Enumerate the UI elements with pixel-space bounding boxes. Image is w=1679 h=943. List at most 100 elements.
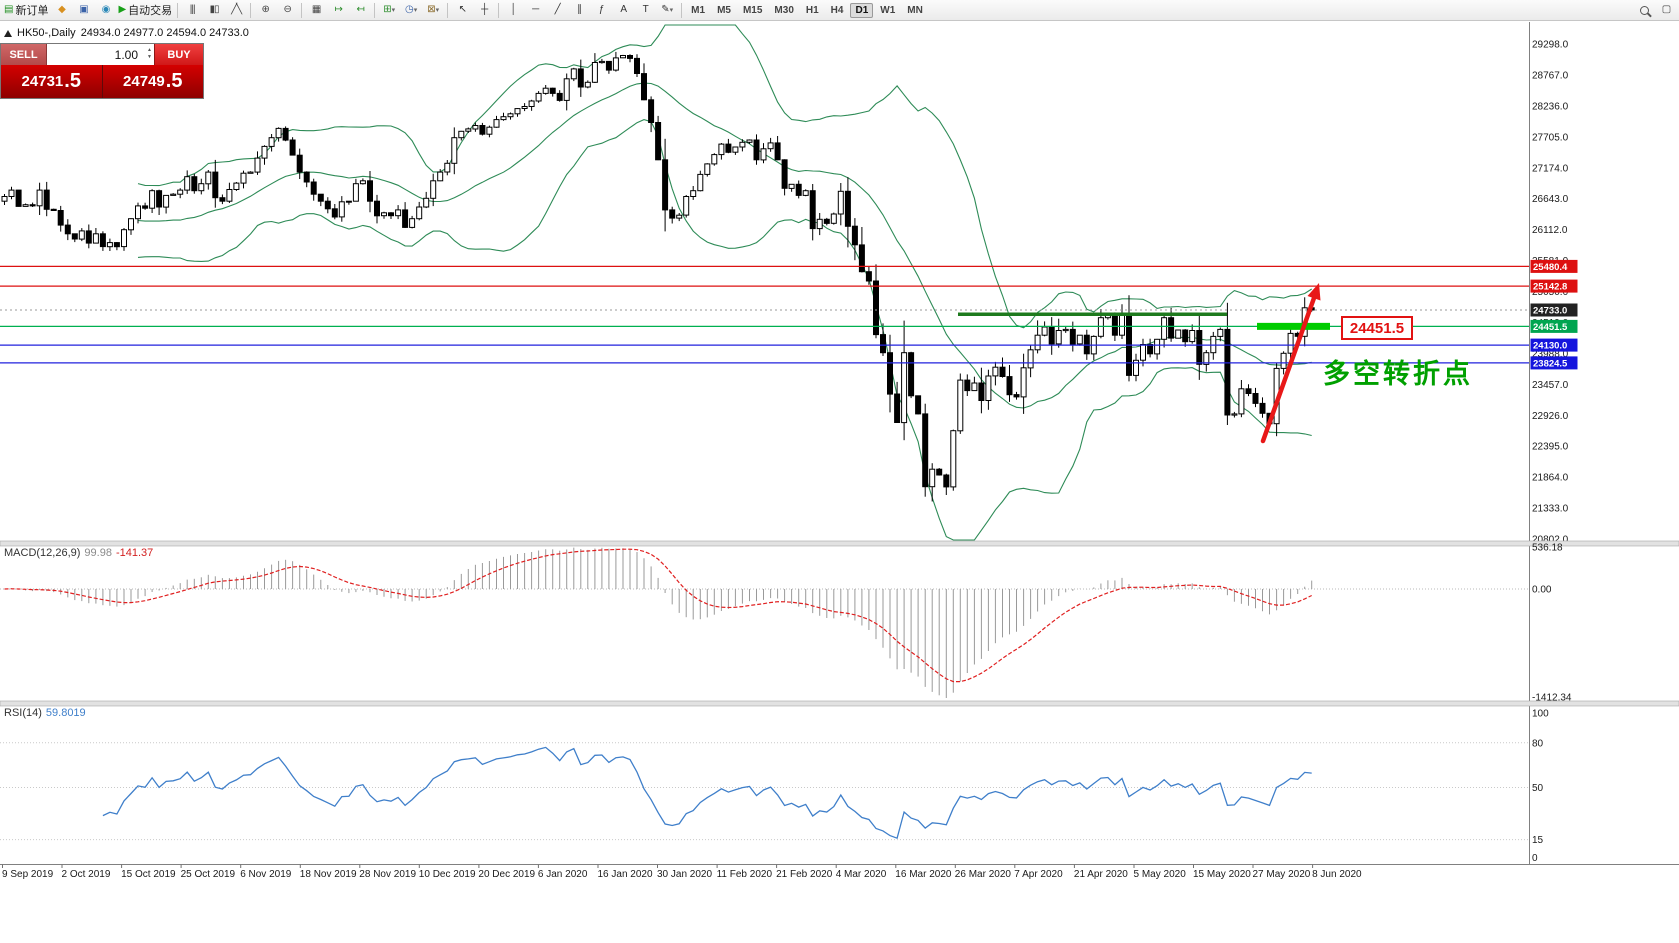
- favorites-icon[interactable]: ◆: [50, 1, 72, 19]
- toolbar-separator: [177, 2, 179, 18]
- crosshair-icon[interactable]: ┼: [473, 1, 495, 19]
- spinner-up-icon[interactable]: ▲: [147, 47, 152, 53]
- timeframe-h4-button[interactable]: H4: [830, 4, 844, 16]
- timeframe-m30-button[interactable]: M30: [774, 4, 794, 16]
- profiles-icon[interactable]: ▣: [72, 1, 94, 19]
- dropdown-arrow-icon: ▾: [435, 7, 440, 14]
- templates-icon: ⊠: [427, 4, 435, 15]
- price-tag-25142.8: [1530, 279, 1578, 293]
- trend-arrow-head[interactable]: [1307, 283, 1321, 301]
- cursor-icon[interactable]: ↖: [451, 1, 473, 19]
- rsi-line: [102, 746, 1312, 840]
- toolbar-separator: [681, 2, 683, 18]
- date-axis-label: 9 Sep 2019: [2, 869, 54, 880]
- price-axis-label: 26112.0: [1532, 225, 1568, 236]
- price-tag-label: 23824.5: [1533, 358, 1568, 369]
- toolbar-separator: [374, 2, 376, 18]
- chart-symbol-icon: [4, 29, 12, 37]
- price-axis-label: 21333.0: [1532, 504, 1569, 515]
- date-axis-label: 5 May 2020: [1134, 869, 1187, 880]
- autotrading-button[interactable]: ▶ 自动交易: [116, 1, 174, 19]
- periods-icon[interactable]: ◷ ▾: [400, 1, 422, 19]
- zoom-in-icon[interactable]: ⊕: [254, 1, 276, 19]
- bar-chart-icon[interactable]: |||: [181, 1, 203, 19]
- channel-icon: ∥: [577, 4, 582, 15]
- price-axis-label: 28236.0: [1532, 101, 1569, 112]
- dropdown-arrow-icon: ▾: [391, 7, 396, 14]
- date-axis-label: 2 Oct 2019: [62, 869, 111, 880]
- trend-arrow-line[interactable]: [1260, 295, 1317, 444]
- date-axis-label: 18 Nov 2019: [300, 869, 357, 880]
- price-axis-label: 23457.0: [1532, 380, 1569, 391]
- spinner-down-icon[interactable]: ▼: [147, 53, 152, 60]
- community-icon[interactable]: ◉: [94, 1, 116, 19]
- new-chart-icon[interactable]: ⊞ ▾: [378, 1, 400, 19]
- timeframe-d1-button[interactable]: D1: [850, 2, 874, 18]
- templates-icon[interactable]: ⊠ ▾: [422, 1, 444, 19]
- timeframe-m1-button[interactable]: M1: [691, 4, 706, 16]
- macd-signal-line: [4, 548, 1312, 683]
- new-order-button[interactable]: ▤ 新订单: [2, 1, 50, 19]
- channel-icon[interactable]: ∥: [568, 1, 590, 19]
- timeframe-h1-button[interactable]: H1: [805, 4, 819, 16]
- drawing-tools-icon[interactable]: ✎ ▾: [656, 1, 678, 19]
- text-icon[interactable]: A: [612, 1, 634, 19]
- macd-main-value: 99.98: [84, 547, 112, 559]
- timeframe-m5-button[interactable]: M5: [717, 4, 731, 16]
- rsi-scale-label: 50: [1532, 783, 1544, 794]
- volume-spinner[interactable]: ▲ ▼: [147, 47, 152, 60]
- rsi-scale-label: 15: [1532, 835, 1544, 846]
- text-icon: A: [620, 4, 627, 15]
- horizontal-line-icon[interactable]: ─: [524, 1, 546, 19]
- price-tag-24130.0: [1530, 338, 1578, 352]
- timeframe-m15-button[interactable]: M15: [742, 4, 763, 16]
- sell-button[interactable]: SELL: [1, 44, 47, 65]
- date-axis-label: 15 May 2020: [1193, 869, 1251, 880]
- chart-shift-icon[interactable]: ↤: [349, 1, 371, 19]
- candlestick-chart-icon[interactable]: ▮▯: [203, 1, 225, 19]
- timeframe-w1-button[interactable]: W1: [880, 4, 896, 16]
- sell-price-int: 24731: [21, 73, 64, 90]
- text-label-icon[interactable]: T: [634, 1, 656, 19]
- price-axis[interactable]: [1530, 22, 1679, 865]
- toolbar-separator: [447, 2, 449, 18]
- zoom-out-icon[interactable]: ⊖: [276, 1, 298, 19]
- buy-price-display[interactable]: 24749.5: [102, 65, 203, 98]
- price-tag-23824.5: [1530, 356, 1578, 370]
- tile-windows-icon[interactable]: ▦: [305, 1, 327, 19]
- macd-scale-label: 536.18: [1532, 543, 1563, 554]
- timeframe-mn-button[interactable]: MN: [907, 4, 923, 16]
- macd-panel-splitter[interactable]: [0, 540, 1679, 547]
- time-axis[interactable]: [0, 865, 1679, 943]
- sell-price-dec: .5: [64, 70, 81, 92]
- rsi-indicator-label: RSI(14) 59.8019: [4, 707, 86, 719]
- bollinger-middle-band: [137, 82, 1312, 409]
- sell-price-display[interactable]: 24731.5: [1, 65, 102, 98]
- volume-input[interactable]: 1.00 ▲ ▼: [47, 44, 154, 65]
- buy-button[interactable]: BUY: [154, 44, 203, 65]
- search-icon[interactable]: [1633, 1, 1655, 19]
- macd-indicator-label: MACD(12,26,9) 99.98 -141.37: [4, 547, 153, 559]
- price-tag-label: 24733.0: [1533, 306, 1567, 317]
- line-chart-icon[interactable]: ╱╲: [225, 1, 247, 19]
- turning-point-annotation[interactable]: 多空转折点: [1323, 359, 1473, 389]
- fibonacci-icon[interactable]: ƒ: [590, 1, 612, 19]
- auto-scroll-icon[interactable]: ↦: [327, 1, 349, 19]
- macd-scale-label: -1412.34: [1532, 693, 1572, 704]
- date-axis-label: 20 Dec 2019: [478, 869, 535, 880]
- price-zone-label[interactable]: 24451.5: [1341, 316, 1413, 340]
- rsi-panel-splitter[interactable]: [0, 700, 1679, 707]
- price-axis-label: 22926.0: [1532, 411, 1569, 422]
- autotrading-button-label: 自动交易: [128, 5, 173, 17]
- vertical-line-icon[interactable]: │: [502, 1, 524, 19]
- buy-price-dec: .5: [165, 70, 183, 92]
- trendline-icon[interactable]: ╱: [546, 1, 568, 19]
- toolbar-separator: [498, 2, 500, 18]
- candlestick-chart-icon: ▮▯: [209, 4, 220, 15]
- select-window-icon[interactable]: ▢: [1655, 1, 1677, 19]
- date-axis-label: 27 May 2020: [1253, 869, 1311, 880]
- rsi-name: RSI(14): [4, 707, 42, 719]
- chart-plot-background[interactable]: [0, 22, 1679, 943]
